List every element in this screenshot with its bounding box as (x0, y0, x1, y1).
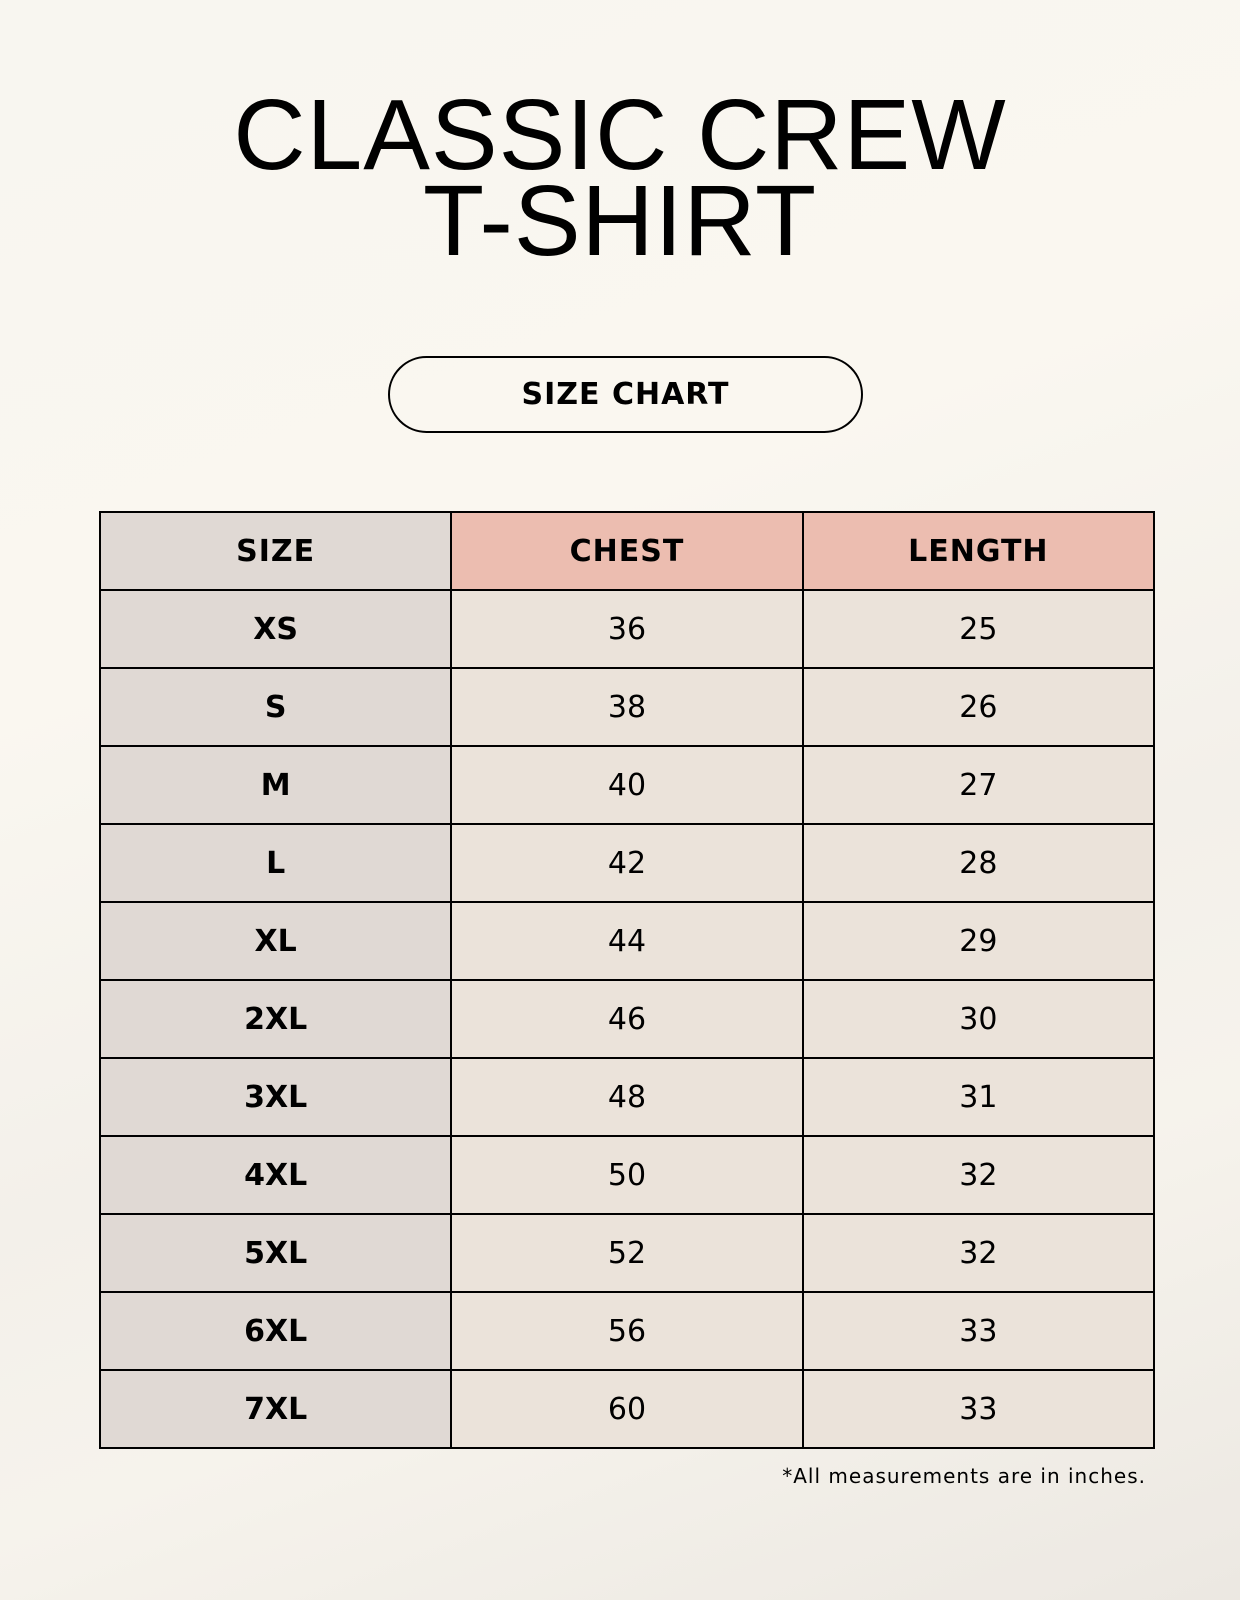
chest-cell: 50 (450, 1135, 804, 1215)
chest-cell: 38 (450, 667, 804, 747)
size-cell: 4XL (98, 1135, 453, 1215)
length-cell: 32 (801, 1213, 1156, 1293)
length-cell: 27 (801, 745, 1156, 825)
size-table: SIZE CHEST LENGTH XS 36 25 S 38 26 M 40 27 L 42 28 X… (98, 511, 1156, 1449)
size-cell: XL (98, 901, 453, 981)
size-cell: S (98, 667, 453, 747)
chest-cell: 46 (450, 979, 804, 1059)
length-cell: 26 (801, 667, 1156, 747)
footnote: *All measurements are in inches. (782, 1464, 1146, 1488)
length-cell: 28 (801, 823, 1156, 903)
size-cell: L (98, 823, 453, 903)
size-cell: 5XL (98, 1213, 453, 1293)
chest-cell: 56 (450, 1291, 804, 1371)
table-row: 3XL 48 31 (98, 1057, 1156, 1137)
length-cell: 32 (801, 1135, 1156, 1215)
table-row: 6XL 56 33 (98, 1291, 1156, 1371)
title-line-1: CLASSIC CREW (233, 79, 1007, 191)
title-line-2: T-SHIRT (422, 165, 818, 277)
table-row: 7XL 60 33 (98, 1369, 1156, 1449)
page-title: CLASSIC CREW T-SHIRT (0, 79, 1240, 277)
size-cell: XS (98, 589, 453, 669)
length-cell: 25 (801, 589, 1156, 669)
chest-cell: 42 (450, 823, 804, 903)
length-cell: 31 (801, 1057, 1156, 1137)
length-cell: 33 (801, 1291, 1156, 1371)
size-cell: 6XL (98, 1291, 453, 1371)
table-row: S 38 26 (98, 667, 1156, 747)
chest-cell: 60 (450, 1369, 804, 1449)
table-row: XL 44 29 (98, 901, 1156, 981)
table-row: M 40 27 (98, 745, 1156, 825)
header-size: SIZE (98, 511, 453, 591)
size-cell: 7XL (98, 1369, 453, 1449)
size-cell: 3XL (98, 1057, 453, 1137)
table-row: L 42 28 (98, 823, 1156, 903)
chest-cell: 44 (450, 901, 804, 981)
header-length: LENGTH (801, 511, 1156, 591)
chest-cell: 36 (450, 589, 804, 669)
length-cell: 29 (801, 901, 1156, 981)
size-cell: M (98, 745, 453, 825)
size-cell: 2XL (98, 979, 453, 1059)
length-cell: 33 (801, 1369, 1156, 1449)
size-chart-badge: SIZE CHART (388, 356, 863, 433)
length-cell: 30 (801, 979, 1156, 1059)
table-row: 5XL 52 32 (98, 1213, 1156, 1293)
header-chest: CHEST (450, 511, 804, 591)
table-row: 4XL 50 32 (98, 1135, 1156, 1215)
table-header-row: SIZE CHEST LENGTH (98, 511, 1156, 591)
chest-cell: 48 (450, 1057, 804, 1137)
chest-cell: 52 (450, 1213, 804, 1293)
table-row: XS 36 25 (98, 589, 1156, 669)
table-row: 2XL 46 30 (98, 979, 1156, 1059)
chest-cell: 40 (450, 745, 804, 825)
